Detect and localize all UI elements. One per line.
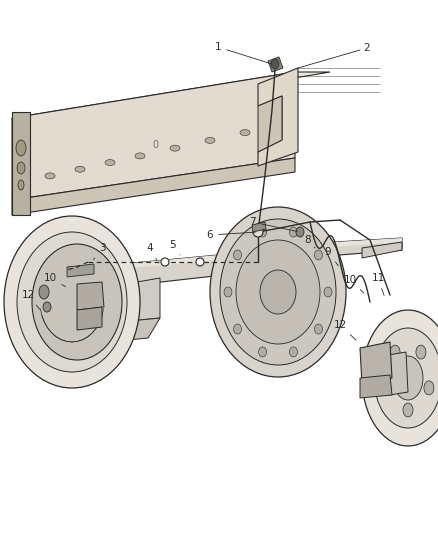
Ellipse shape <box>258 227 267 237</box>
Ellipse shape <box>45 173 55 179</box>
Ellipse shape <box>424 381 434 395</box>
Ellipse shape <box>4 216 140 388</box>
Ellipse shape <box>17 232 127 372</box>
Ellipse shape <box>314 250 322 260</box>
Ellipse shape <box>290 227 297 237</box>
Polygon shape <box>362 242 402 258</box>
Polygon shape <box>12 72 295 200</box>
Ellipse shape <box>233 324 241 334</box>
Polygon shape <box>12 72 330 118</box>
Polygon shape <box>258 68 298 166</box>
Polygon shape <box>360 375 392 398</box>
Ellipse shape <box>403 403 413 417</box>
Polygon shape <box>258 96 282 152</box>
Ellipse shape <box>258 347 267 357</box>
Text: 11: 11 <box>371 273 385 295</box>
Polygon shape <box>268 57 283 72</box>
Ellipse shape <box>253 227 263 237</box>
Text: 12: 12 <box>21 290 40 310</box>
Ellipse shape <box>161 258 169 266</box>
Text: 5: 5 <box>169 240 180 255</box>
Text: 9: 9 <box>325 247 338 266</box>
Ellipse shape <box>271 59 279 69</box>
Ellipse shape <box>382 381 392 395</box>
Ellipse shape <box>170 145 180 151</box>
Polygon shape <box>12 158 295 215</box>
Ellipse shape <box>210 207 346 377</box>
Polygon shape <box>120 278 160 322</box>
Ellipse shape <box>362 310 438 446</box>
Ellipse shape <box>290 347 297 357</box>
Polygon shape <box>302 238 402 258</box>
Ellipse shape <box>39 285 49 299</box>
Polygon shape <box>77 282 104 310</box>
Text: 4: 4 <box>147 243 157 260</box>
Polygon shape <box>252 222 266 232</box>
Ellipse shape <box>17 162 25 174</box>
Ellipse shape <box>220 219 336 365</box>
Text: 2: 2 <box>363 43 370 53</box>
Ellipse shape <box>374 328 438 428</box>
Ellipse shape <box>390 345 400 359</box>
Ellipse shape <box>105 159 115 166</box>
Text: 10: 10 <box>43 273 66 287</box>
Ellipse shape <box>260 270 296 314</box>
Ellipse shape <box>324 287 332 297</box>
Polygon shape <box>67 264 94 277</box>
Text: 8: 8 <box>305 235 315 248</box>
Ellipse shape <box>43 302 51 312</box>
Ellipse shape <box>205 138 215 143</box>
Ellipse shape <box>416 345 426 359</box>
Polygon shape <box>302 238 402 249</box>
Text: 1: 1 <box>215 42 272 64</box>
Ellipse shape <box>32 244 122 360</box>
Polygon shape <box>240 240 318 262</box>
Ellipse shape <box>393 356 423 400</box>
Polygon shape <box>12 112 30 215</box>
Polygon shape <box>388 352 408 395</box>
Text: 6: 6 <box>207 230 255 240</box>
Ellipse shape <box>135 153 145 159</box>
Ellipse shape <box>254 228 262 236</box>
Ellipse shape <box>296 227 304 237</box>
Ellipse shape <box>224 287 232 297</box>
Ellipse shape <box>16 140 26 156</box>
Text: 10: 10 <box>343 275 364 293</box>
Text: 3: 3 <box>94 243 105 260</box>
Ellipse shape <box>314 324 322 334</box>
Ellipse shape <box>240 130 250 135</box>
Text: 0: 0 <box>152 140 158 150</box>
Polygon shape <box>90 252 250 272</box>
Polygon shape <box>108 318 160 342</box>
Ellipse shape <box>233 250 241 260</box>
Polygon shape <box>360 342 392 385</box>
Text: 7: 7 <box>249 217 297 231</box>
Ellipse shape <box>196 258 204 266</box>
Text: 12: 12 <box>333 320 356 340</box>
Ellipse shape <box>236 240 320 344</box>
Ellipse shape <box>75 166 85 172</box>
Polygon shape <box>77 307 102 330</box>
Ellipse shape <box>18 180 24 190</box>
Polygon shape <box>90 252 250 290</box>
